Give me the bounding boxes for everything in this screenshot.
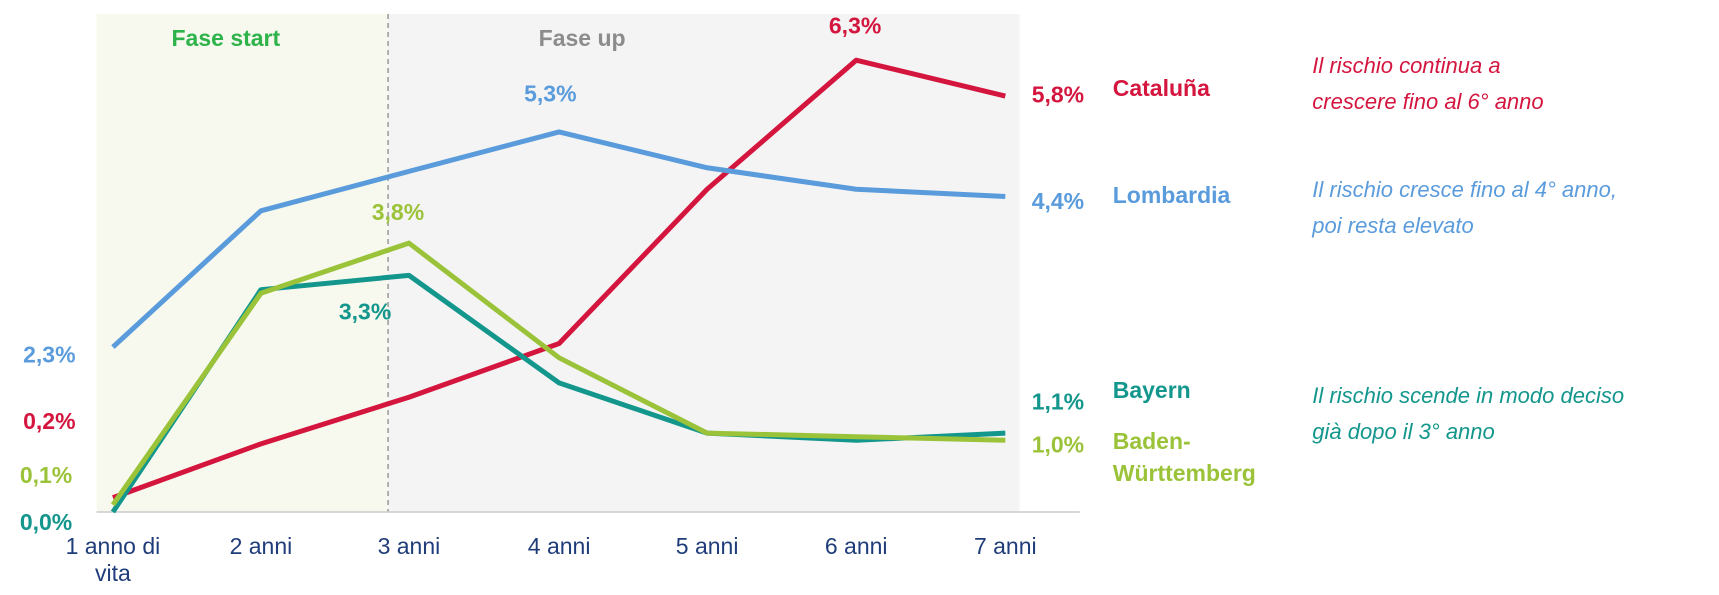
x-tick-label: 5 anni — [675, 533, 739, 559]
x-tick-label: 7 anni — [973, 533, 1037, 559]
x-tick-label: 1 anno di vita — [65, 533, 161, 586]
series-name: Bayern — [1112, 376, 1191, 403]
value-label: 0,2% — [23, 408, 75, 434]
series-line — [112, 57, 1006, 501]
series-name: Cataluña — [1112, 75, 1210, 102]
phase-label: Fase up — [539, 25, 626, 51]
value-label: 3,8% — [372, 199, 424, 225]
series-note: Il rischio scende in modo deciso — [1312, 383, 1625, 409]
value-label: 0,0% — [20, 509, 72, 535]
value-label: 3,3% — [339, 299, 391, 325]
series-note: Il rischio cresce fino al 4° anno, — [1312, 177, 1617, 203]
x-tick-label: 2 anni — [229, 533, 293, 559]
series-line — [110, 272, 1006, 514]
series-note: già dopo il 3° anno — [1312, 419, 1495, 445]
series-name: Lombardia — [1112, 181, 1231, 208]
phase-start-bg — [96, 14, 389, 512]
series-note: poi resta elevato — [1312, 213, 1474, 239]
value-label: 5,3% — [524, 80, 576, 106]
x-tick-label: 3 anni — [377, 533, 441, 559]
value-label: 2,3% — [23, 341, 75, 367]
value-label: 6,3% — [829, 12, 881, 38]
series-note: Il rischio continua a — [1312, 53, 1501, 79]
series-line — [110, 240, 1006, 507]
series-note: crescere fino al 6° anno — [1312, 89, 1544, 115]
x-tick-label: 4 anni — [527, 533, 591, 559]
value-label: 4,4% — [1032, 188, 1084, 214]
value-label: 1,0% — [1032, 431, 1084, 457]
x-tick-label: 6 anni — [824, 533, 888, 559]
value-label: 5,8% — [1032, 82, 1084, 108]
value-label: 1,1% — [1032, 389, 1084, 415]
series-line — [111, 129, 1006, 349]
phase-label: Fase start — [172, 25, 281, 51]
value-label: 0,1% — [20, 462, 72, 488]
series-name: Baden-Württemberg — [1112, 428, 1256, 487]
